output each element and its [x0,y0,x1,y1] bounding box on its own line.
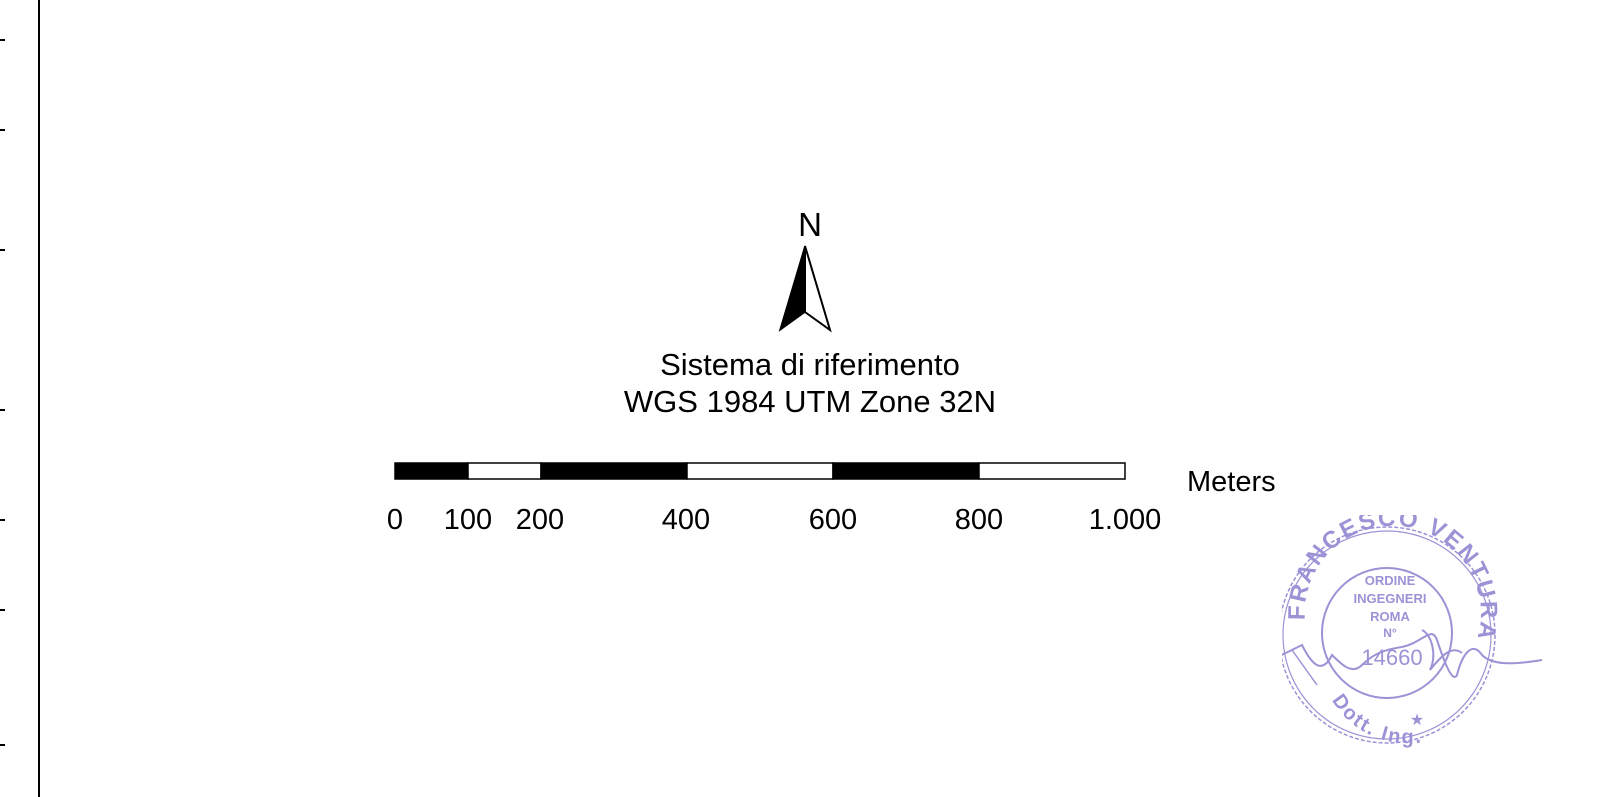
engineer-stamp-seal: FRANCESCO VENTURA Dott. Ing. ORDINE INGE… [1282,515,1543,748]
scale-tick-label: 800 [954,504,1004,536]
scale-tick-label: 100 [443,504,493,536]
scale-tick-label: 1.000 [1088,504,1162,536]
map-frame-border [38,0,40,797]
scale-bar [394,462,1126,480]
scale-tick-label: 200 [515,504,565,536]
scale-tick-label: 400 [661,504,711,536]
scale-bar-segment [540,462,688,480]
scale-bar-segment [832,462,980,480]
stamp-center-line: ORDINE [1365,573,1416,588]
scale-tick-label: 0 [386,504,404,536]
scale-bar-segment [467,462,542,480]
reference-system: Sistema di riferimento WGS 1984 UTM Zone… [560,346,1060,420]
stamp-center-line: ROMA [1370,609,1410,624]
scale-bar-segment [686,462,834,480]
scale-bar-segment [394,462,469,480]
north-arrow-icon [778,245,832,333]
stamp-star-icon: ★ [1410,712,1424,729]
stamp-center-line: N° [1383,626,1397,640]
stamp-registration-number: 14660 [1361,645,1422,670]
scale-tick-label: 600 [808,504,858,536]
reference-system-projection: WGS 1984 UTM Zone 32N [623,384,997,419]
stamp-center-line: INGEGNERI [1354,591,1427,606]
frame-edge-marks [0,39,5,746]
reference-system-title: Sistema di riferimento [660,347,960,382]
scale-bar-segment [978,462,1126,480]
scale-bar-unit: Meters [1187,466,1276,498]
north-label: N [798,206,822,243]
